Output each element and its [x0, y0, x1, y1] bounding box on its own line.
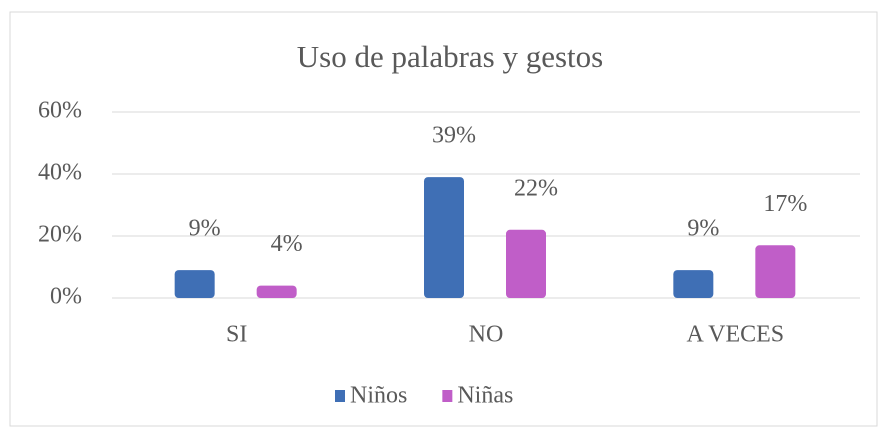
bar: [424, 177, 464, 298]
bar: [506, 229, 546, 298]
legend-label: Niños: [350, 383, 407, 409]
y-tick-label: 40%: [38, 160, 82, 186]
y-tick-label: 0%: [50, 284, 82, 310]
legend-label: Niñas: [457, 383, 513, 409]
value-label: 22%: [514, 175, 558, 201]
value-label: 9%: [687, 216, 719, 242]
y-tick-label: 60%: [38, 98, 82, 124]
bar: [673, 270, 714, 298]
bar: [174, 270, 215, 298]
value-label: 39%: [432, 123, 476, 149]
chart-title: Uso de palabras y gestos: [297, 39, 604, 74]
value-label: 9%: [189, 216, 221, 242]
x-tick-label: NO: [469, 322, 504, 348]
y-tick-label: 20%: [38, 222, 82, 248]
bar: [755, 245, 796, 298]
bar: [256, 285, 297, 298]
value-label: 17%: [763, 191, 807, 217]
x-tick-label: SI: [226, 322, 247, 348]
value-label: 4%: [271, 231, 303, 257]
legend-swatch: [442, 390, 453, 402]
x-tick-label: A VECES: [687, 322, 785, 348]
legend-swatch: [335, 390, 345, 402]
